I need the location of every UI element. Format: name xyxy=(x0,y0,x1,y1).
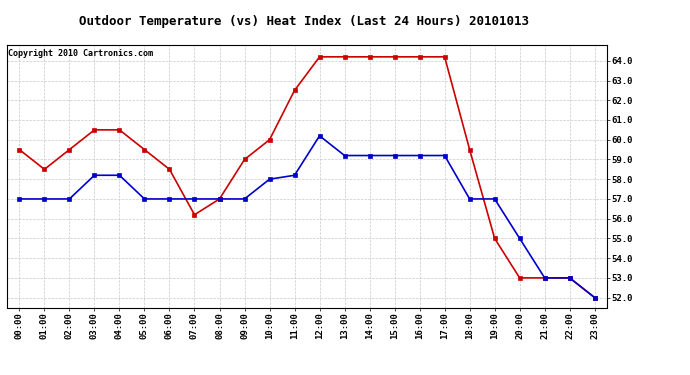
Text: Copyright 2010 Cartronics.com: Copyright 2010 Cartronics.com xyxy=(8,49,153,58)
Text: Outdoor Temperature (vs) Heat Index (Last 24 Hours) 20101013: Outdoor Temperature (vs) Heat Index (Las… xyxy=(79,15,529,28)
